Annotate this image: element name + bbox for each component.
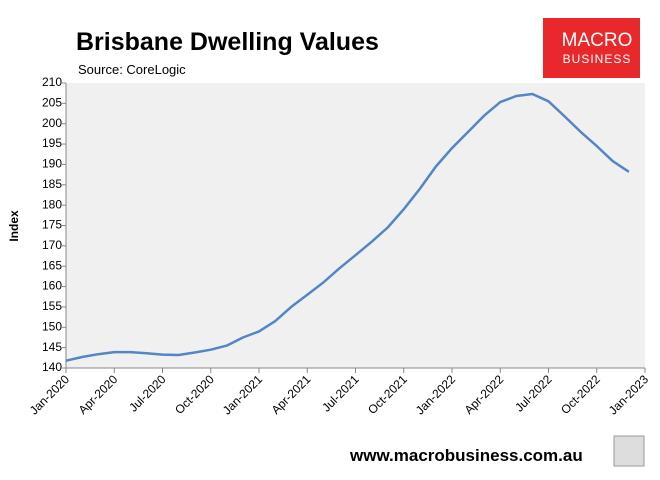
y-tick-label: 195 bbox=[42, 136, 62, 150]
chart-title: Brisbane Dwelling Values bbox=[76, 28, 379, 56]
logo: MACRO BUSINESS bbox=[543, 18, 640, 78]
x-tick-label: Oct-2022 bbox=[558, 372, 603, 417]
y-tick-label: 140 bbox=[42, 360, 62, 374]
logo-text: MACRO bbox=[562, 30, 633, 51]
x-tick-label: Jan-2022 bbox=[413, 372, 459, 418]
logo-text: BUSINESS bbox=[563, 52, 632, 66]
y-tick-label: 160 bbox=[42, 279, 62, 293]
logo-box bbox=[543, 18, 640, 78]
logo-icon bbox=[613, 435, 645, 467]
x-tick-label: Jan-2020 bbox=[27, 372, 73, 418]
plot-area bbox=[66, 83, 645, 368]
y-tick-label: 150 bbox=[42, 319, 62, 333]
y-tick-label: 185 bbox=[42, 177, 62, 191]
x-tick-label: Apr-2022 bbox=[462, 372, 507, 417]
footer-url: www.macrobusiness.com.au bbox=[349, 446, 583, 465]
y-tick-label: 210 bbox=[42, 75, 62, 89]
x-tick-label: Jul-2022 bbox=[512, 372, 555, 415]
x-tick-label: Jul-2020 bbox=[126, 372, 169, 415]
y-tick-label: 180 bbox=[42, 197, 62, 211]
y-tick-label: 190 bbox=[42, 157, 62, 171]
line-series bbox=[65, 92, 630, 362]
x-tick-label: Apr-2020 bbox=[76, 372, 121, 417]
y-tick-label: 205 bbox=[42, 96, 62, 110]
x-tick-label: Oct-2021 bbox=[365, 372, 410, 417]
y-tick-label: 175 bbox=[42, 218, 62, 232]
y-tick-label: 170 bbox=[42, 238, 62, 252]
x-tick-label: Apr-2021 bbox=[269, 372, 314, 417]
y-tick-label: 155 bbox=[42, 299, 62, 313]
x-tick-label: Oct-2020 bbox=[172, 372, 217, 417]
y-tick-label: 145 bbox=[42, 340, 62, 354]
y-tick-label: 200 bbox=[42, 116, 62, 130]
x-tick-label: Jul-2021 bbox=[319, 372, 362, 415]
y-axis-label: Index bbox=[7, 210, 21, 242]
x-tick-label: Jan-2023 bbox=[606, 372, 652, 418]
y-tick-label: 165 bbox=[42, 258, 62, 272]
x-tick-label: Jan-2021 bbox=[220, 372, 266, 418]
chart-subtitle: Source: CoreLogic bbox=[78, 62, 186, 77]
